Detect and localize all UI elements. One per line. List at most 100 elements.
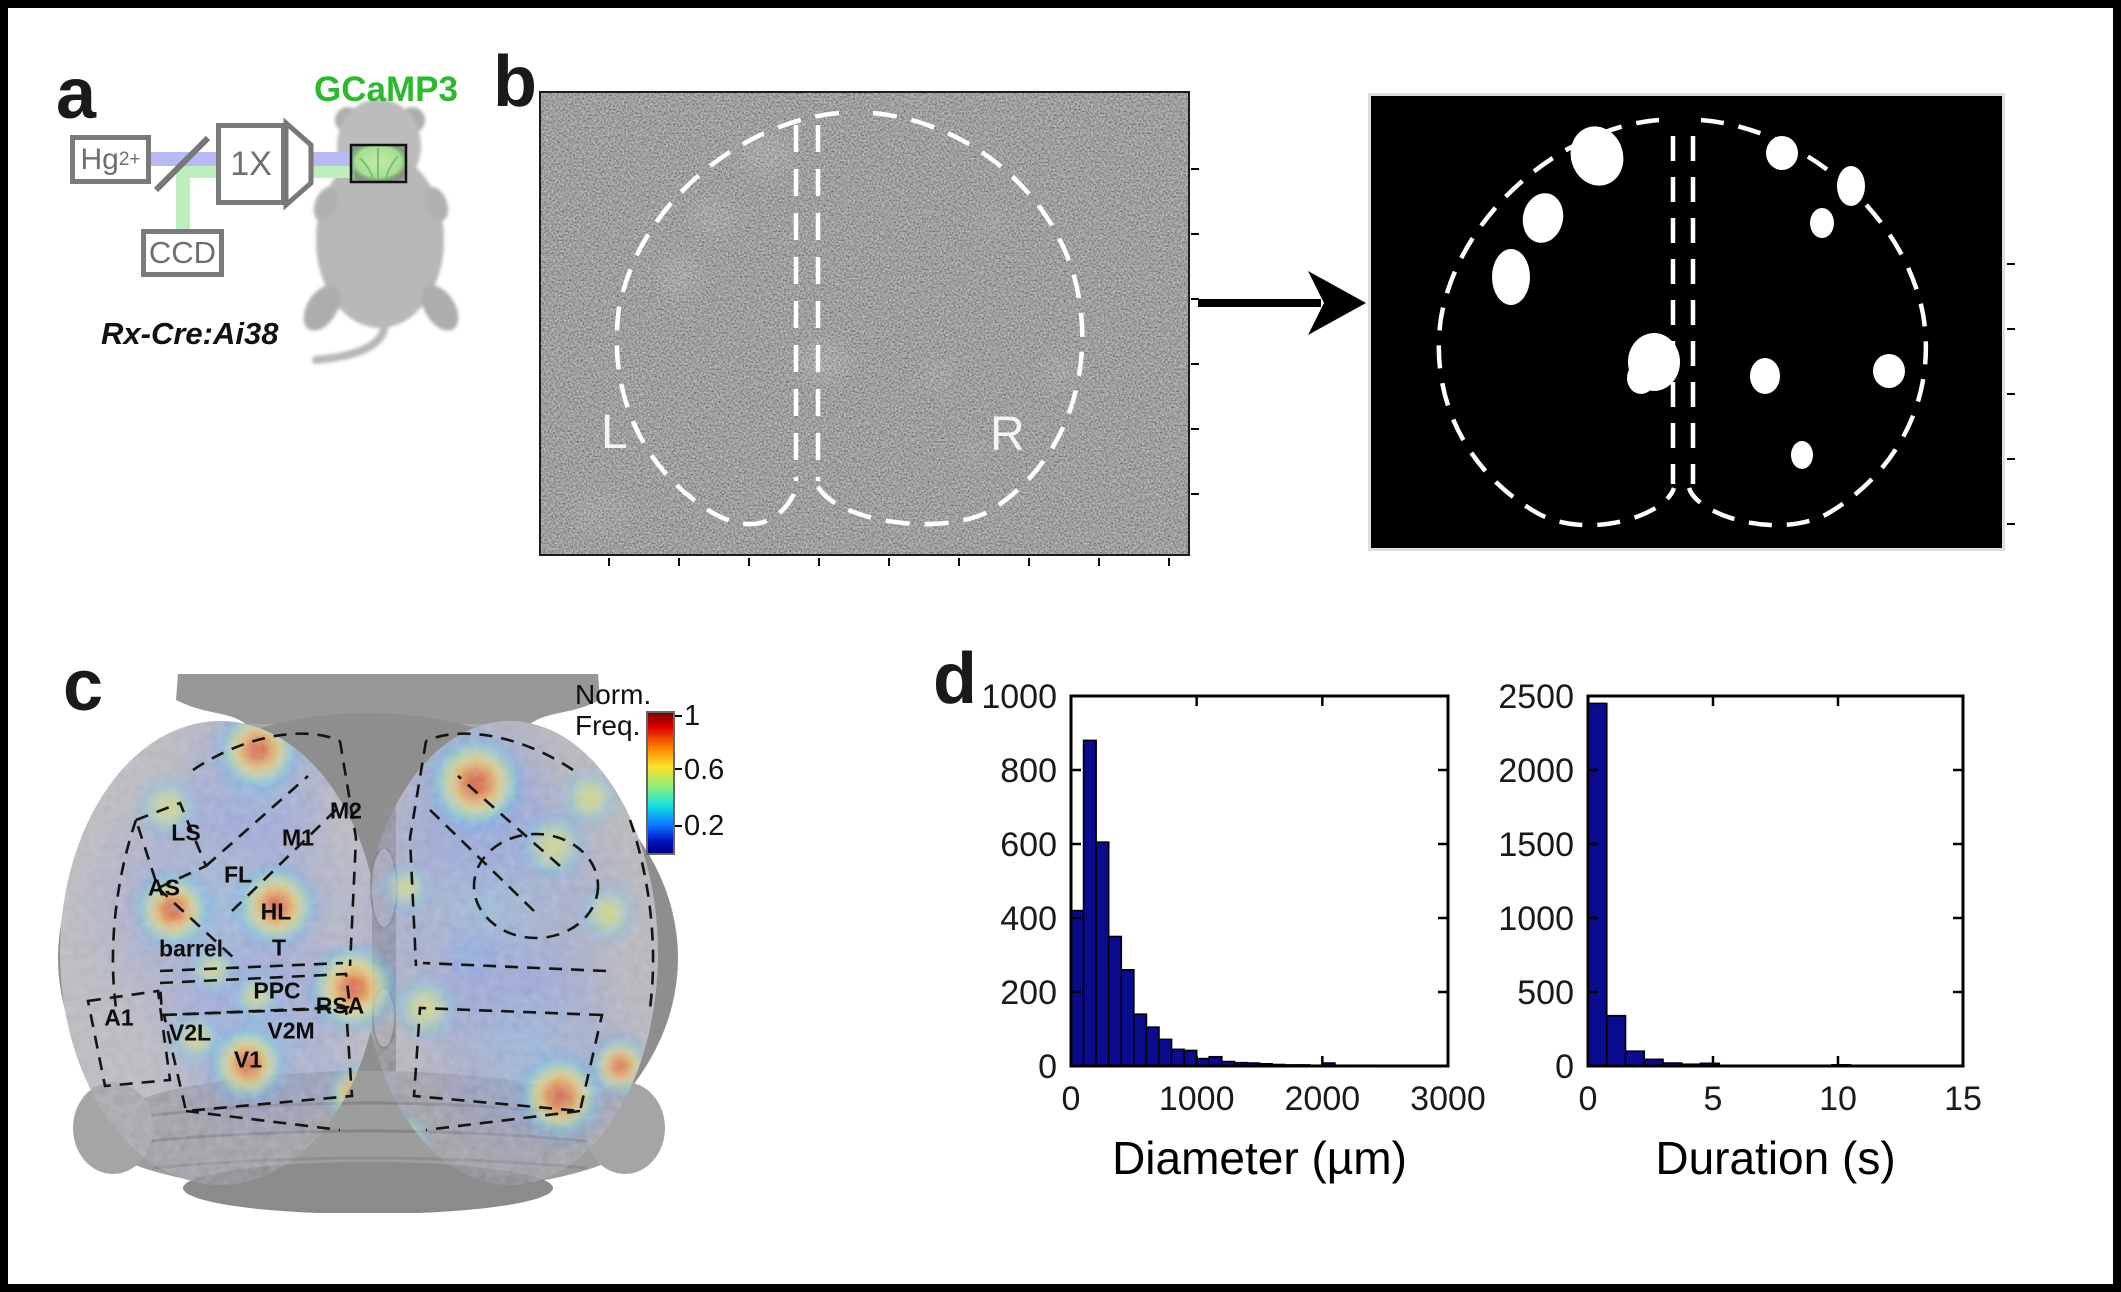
raw-fluorescence-image: L R <box>539 91 1190 556</box>
lamp-label-sup: 2+ <box>118 148 141 170</box>
image-axis-tick <box>2007 263 2015 265</box>
region-label-v2l: V2L <box>168 1019 212 1046</box>
histogram-bar <box>1107 935 1123 1067</box>
panel-d-label: d <box>933 639 977 719</box>
binarized-image-graphics <box>1436 117 1929 528</box>
x-tick-label: 0 <box>1579 1080 1598 1118</box>
y-tick-label: 0 <box>1038 1048 1057 1086</box>
panel-b-label: b <box>493 42 537 122</box>
colorbar-title-line2: Freq. <box>575 709 641 741</box>
mouse-genotype-label: Rx-Cre:Ai38 <box>101 316 279 351</box>
region-label-v1: V1 <box>233 1046 263 1073</box>
brain-outline-dashed <box>614 110 1085 527</box>
y-tick-label: 0 <box>1555 1048 1574 1086</box>
image-axis-tick <box>1191 168 1199 170</box>
y-tick-label: 2500 <box>1498 678 1574 716</box>
colorbar-title: Norm. Freq. <box>575 679 652 742</box>
panel-c-brain-map <box>58 674 678 1213</box>
image-axis-tick <box>958 558 960 566</box>
region-label-ls: LS <box>171 819 201 846</box>
image-axis-tick <box>748 558 750 566</box>
colorbar <box>646 711 675 855</box>
region-label-m1: M1 <box>282 824 314 851</box>
region-label-v2m: V2M <box>267 1017 315 1044</box>
raw-image-graphics <box>541 93 1188 554</box>
area-boundaries-dashed <box>86 732 655 1132</box>
region-label-ppc: PPC <box>253 977 301 1004</box>
image-axis-tick <box>675 715 682 717</box>
x-axis-label: Diameter (µm) <box>1112 1132 1407 1184</box>
image-axis-tick <box>1191 493 1199 495</box>
image-axis-tick <box>608 558 610 566</box>
y-tick-label: 1000 <box>1498 900 1574 938</box>
brain-veins <box>359 148 399 180</box>
y-tick-label: 2000 <box>1498 752 1574 790</box>
image-axis-tick <box>1098 558 1100 566</box>
emission-beam-vertical <box>176 170 190 232</box>
image-axis-tick <box>2007 523 2015 525</box>
region-label-barrel: barrel <box>159 935 223 962</box>
y-tick-label: 1500 <box>1498 826 1574 864</box>
image-axis-tick <box>1191 363 1199 365</box>
histogram-bar <box>1133 1013 1148 1067</box>
region-label-a1: A1 <box>104 1004 134 1031</box>
colorbar-tick-1: 1 <box>684 700 701 732</box>
histogram-bar <box>1082 739 1097 1067</box>
image-axis-tick <box>1191 298 1199 300</box>
image-axis-tick <box>678 558 680 566</box>
image-axis-tick <box>675 825 682 827</box>
histogram-bar <box>1605 1014 1627 1067</box>
image-axis-tick <box>675 768 682 770</box>
region-label-t: T <box>271 934 287 961</box>
histogram-bar <box>1587 702 1608 1067</box>
histogram-bar <box>1170 1048 1185 1067</box>
histogram-bar <box>1158 1038 1173 1067</box>
colorbar-title-line1: Norm. <box>575 679 652 710</box>
x-tick-label: 5 <box>1704 1080 1723 1118</box>
gcamp3-label: GCaMP3 <box>314 70 458 109</box>
y-tick-label: 600 <box>1000 826 1057 864</box>
region-label-as: AS <box>148 874 180 901</box>
image-axis-tick <box>888 558 890 566</box>
y-tick-label: 800 <box>1000 752 1057 790</box>
panel-a-label: a <box>56 54 97 134</box>
histogram-bar <box>1070 909 1085 1067</box>
plot-box <box>1586 694 1965 1068</box>
y-tick-label: 400 <box>1000 900 1057 938</box>
mercury-lamp-box: Hg 2+ <box>70 135 151 184</box>
region-label-rsa: RSA <box>315 992 365 1019</box>
x-tick-label: 2000 <box>1285 1080 1361 1118</box>
y-tick-label: 1000 <box>981 678 1057 716</box>
image-axis-tick <box>1028 558 1030 566</box>
image-axis-tick <box>818 558 820 566</box>
left-hemisphere-letter: L <box>601 406 628 459</box>
image-axis-tick <box>1191 428 1199 430</box>
panel-c-label: c <box>63 646 104 726</box>
x-tick-label: 1000 <box>1159 1080 1235 1118</box>
right-hemisphere-letter: R <box>990 408 1025 461</box>
mouse-illustration <box>303 99 459 364</box>
plot-box <box>1069 694 1450 1068</box>
y-tick-label: 500 <box>1517 974 1574 1012</box>
histogram-bar <box>1120 968 1135 1067</box>
region-label-fl: FL <box>223 861 253 888</box>
lamp-label: Hg <box>80 142 119 176</box>
dim-activity-smudges <box>571 135 1078 533</box>
objective-lens <box>283 117 314 211</box>
x-axis-label: Duration (s) <box>1655 1132 1895 1184</box>
x-tick-label: 0 <box>1062 1080 1081 1118</box>
image-axis-tick <box>2007 393 2015 395</box>
histogram-bar <box>1145 1026 1160 1067</box>
ccd-label: CCD <box>148 235 217 270</box>
objective-box: 1X <box>216 123 286 205</box>
objective-label: 1X <box>230 144 272 183</box>
region-label-hl: HL <box>260 898 292 925</box>
activity-heatmap-overlay <box>60 721 658 1185</box>
brain-outline-dashed <box>1436 117 1929 528</box>
ccd-camera-box: CCD <box>141 229 224 277</box>
y-tick-label: 200 <box>1000 974 1057 1012</box>
binarized-image <box>1368 93 2005 551</box>
x-tick-label: 15 <box>1944 1080 1982 1118</box>
